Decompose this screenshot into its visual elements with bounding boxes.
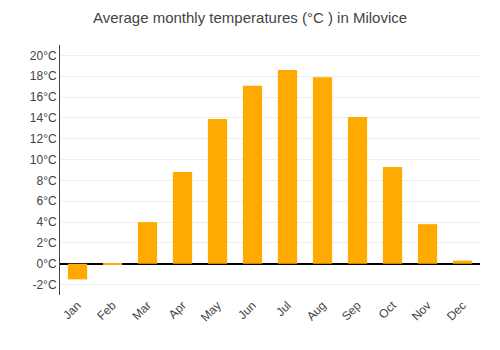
svg-text:Jan: Jan [60,298,84,322]
svg-text:8°C: 8°C [36,174,56,188]
svg-text:May: May [198,298,224,324]
svg-text:20°C: 20°C [30,49,57,63]
svg-text:18°C: 18°C [30,69,57,83]
svg-text:Mar: Mar [129,298,154,323]
svg-text:12°C: 12°C [30,132,57,146]
svg-text:Feb: Feb [94,298,119,323]
svg-text:0°C: 0°C [36,257,56,271]
svg-text:Nov: Nov [409,298,434,323]
svg-text:2°C: 2°C [36,236,56,250]
svg-text:Jul: Jul [273,298,294,319]
svg-text:Sep: Sep [339,298,364,323]
svg-text:-2°C: -2°C [32,278,56,292]
svg-text:Apr: Apr [166,298,189,321]
svg-text:16°C: 16°C [30,90,57,104]
svg-text:10°C: 10°C [30,153,57,167]
svg-text:4°C: 4°C [36,215,56,229]
svg-text:Oct: Oct [376,298,400,322]
svg-text:Average monthly temperatures (: Average monthly temperatures (°C ) in Mi… [93,9,407,26]
svg-text:6°C: 6°C [36,194,56,208]
svg-text:Dec: Dec [444,298,469,323]
svg-text:Jun: Jun [235,298,259,322]
svg-text:14°C: 14°C [30,111,57,125]
svg-text:Aug: Aug [304,298,329,323]
